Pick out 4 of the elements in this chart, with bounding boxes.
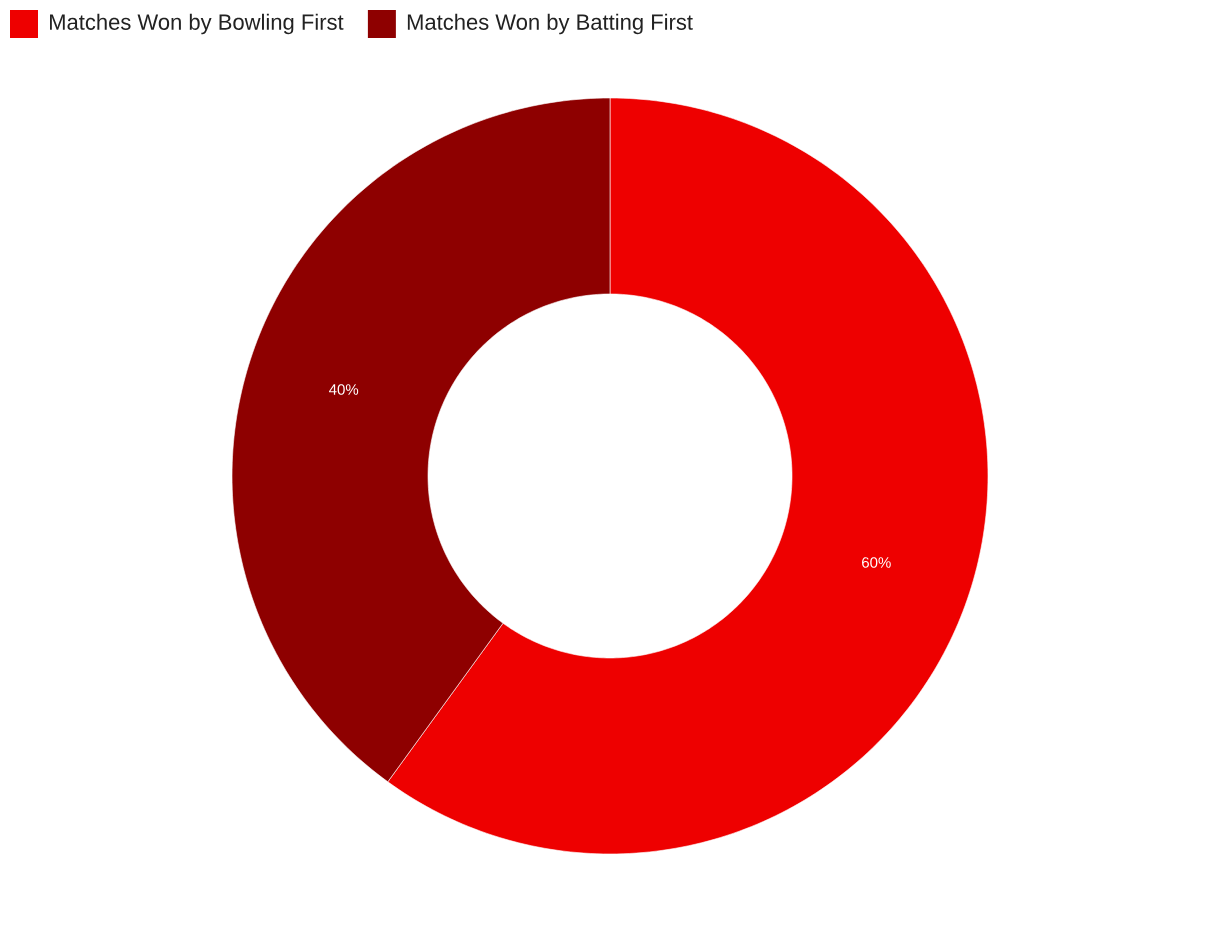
legend-label: Matches Won by Batting First [407, 13, 693, 35]
legend-label: Matches Won by Bowling First [50, 13, 344, 35]
data-label: 60% [862, 557, 891, 568]
data-label: 40% [329, 384, 359, 395]
